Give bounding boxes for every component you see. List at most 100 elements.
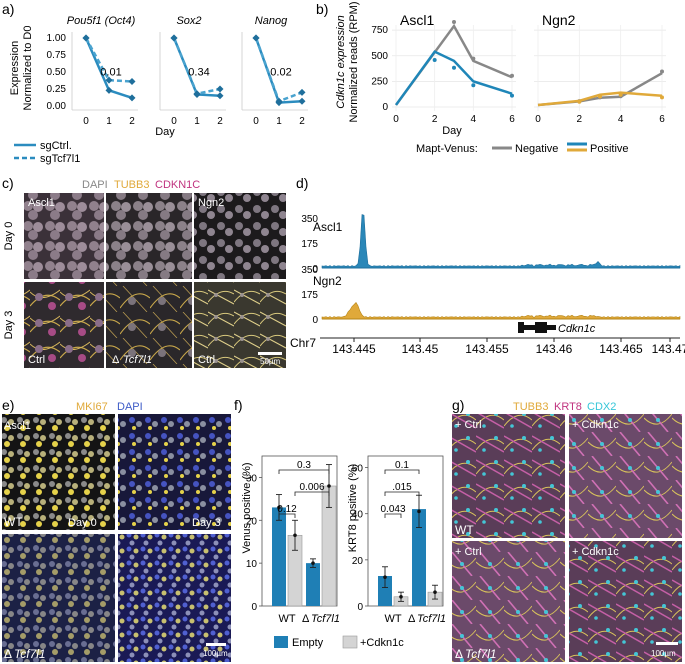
g-label-4: + Cdkn1c [572, 546, 619, 558]
b-panel-title: Ngn2 [542, 12, 576, 28]
b-xtick-label: 6 [659, 114, 665, 125]
c-row-day3: Day 3 [3, 311, 15, 340]
f-point [433, 590, 437, 594]
a-point [216, 85, 224, 93]
f-ytick-label: 30 [246, 473, 258, 484]
a-xlabel: Day [155, 126, 175, 138]
c-label-delta: Δ [112, 354, 120, 366]
f-pvalue: 0.3 [297, 460, 311, 471]
a-ylabel-1: Expression [9, 41, 21, 95]
d-gene-label: Cdkn1c [558, 323, 596, 335]
c-scalebar-label: 50µm [260, 357, 281, 366]
d-ytick-label: 175 [301, 239, 318, 250]
b-point [452, 65, 456, 70]
f-ytick-label: 40 [352, 510, 364, 521]
d-ytick-label: 175 [301, 290, 318, 301]
f-pvalue: 0.006 [299, 482, 324, 493]
c-img-tcf-d0 [106, 193, 192, 279]
b-point [660, 69, 664, 74]
g-label-3: + Ctrl [455, 546, 482, 558]
g-label-1: + Ctrl [455, 419, 482, 431]
b-point [660, 95, 664, 100]
a-xtick-label: 2 [129, 116, 135, 127]
d-chrom: Chr7 [290, 336, 316, 350]
b-line-negative [394, 23, 513, 106]
a-pvalue: 0.01 [100, 66, 121, 78]
c-label-ngn2: Ngn2 [198, 197, 224, 209]
a-gene-title: Pou5f1 (Oct4) [67, 15, 136, 27]
d-gene-exon-2 [535, 322, 547, 333]
b-legend-positive: Positive [590, 143, 629, 155]
d-xticks: 143.445 143.45 143.455 143.46 143.465 143.47 [332, 338, 685, 356]
c-img-tcf-d3 [106, 282, 192, 368]
f-pvalue: 0.12 [277, 504, 297, 515]
a-ytick-label: 0.50 [47, 67, 67, 78]
panel-a: Expression Normalized to D0 1.00 0.75 0.50… [9, 15, 308, 165]
c-row-day0: Day 0 [3, 222, 15, 251]
f-ytick-label: 20 [352, 556, 364, 567]
c-scalebar [258, 352, 282, 355]
a-point [105, 76, 113, 84]
d-ytick-label: 350 [301, 265, 318, 276]
f-bracket [278, 469, 330, 474]
b-point [510, 93, 514, 98]
f-bracket [384, 469, 420, 474]
d-ytick-label: 0 [312, 315, 318, 326]
a-gene-title: Nanog [255, 15, 288, 27]
d-track-ngn2: Ngn2 [313, 274, 342, 288]
f-point [383, 575, 387, 579]
g-img-wt-cdkn1c [569, 414, 682, 538]
panel-label-b: b) [316, 1, 328, 17]
g-label-delta: Δ [455, 647, 463, 661]
b-legend-title: Mapt-Venus: [416, 143, 478, 155]
e-label-tcf: Tcf7l1 [14, 647, 46, 661]
a-plots: Pou5f1 (Oct4) 0 1 2 0.01 Sox2 0 1 2 0.34 Nanog 0 1 2 0… [67, 15, 308, 127]
b-point [618, 92, 623, 97]
a-point [298, 88, 306, 96]
panel-label-c: c) [2, 175, 14, 191]
b-panel-title: Ascl1 [400, 12, 434, 28]
a-xtick-label: 1 [276, 116, 282, 127]
a-gene-title: Sox2 [176, 15, 201, 27]
f-pvalue: 0.1 [395, 460, 409, 471]
d-track-ascl1: Ascl1 [313, 220, 343, 234]
e-img-tcf-d0 [2, 534, 115, 662]
e-scalebar-label: 100µm [203, 649, 228, 658]
b-point [432, 57, 437, 62]
f-legend-cdkn1c-swatch [342, 635, 358, 649]
f-point [311, 561, 315, 565]
d-xtick-label: 143.455 [465, 342, 509, 356]
d-xtick-label: 143.45 [402, 342, 439, 356]
f-bar-empty [272, 507, 286, 606]
f-bracket [294, 491, 330, 496]
c-label-ascl1: Ascl1 [28, 197, 55, 209]
c-label-ctrl-2: Ctrl [198, 354, 215, 366]
c-img-ascl1-d0-tint [24, 193, 104, 279]
d-xtick-label: 143.47 [652, 342, 685, 356]
panel-label-g: g) [452, 397, 464, 413]
e-img-wt-d0 [2, 414, 115, 530]
a-point [128, 94, 136, 102]
f-bar-empty [306, 563, 320, 606]
a-xtick-label: 0 [171, 116, 177, 127]
a-yticks: 1.00 0.75 0.50 0.25 0.00 [47, 33, 67, 112]
c-img-ascl1-d3 [24, 282, 104, 368]
a-ylabel-2: Normalized to D0 [22, 26, 34, 111]
a-xtick-label: 2 [299, 116, 305, 127]
f-pvalue: .015 [392, 482, 412, 493]
b-ytick-label: 0 [382, 102, 388, 113]
g-label-wt: WT [455, 523, 474, 537]
d-ytick-label: 0 [312, 264, 318, 275]
d-xtick-label: 143.465 [599, 342, 643, 356]
b-xtick-label: 4 [471, 114, 477, 125]
d-coverage-ngn2 [321, 301, 681, 320]
panel-label-f: f) [234, 397, 243, 413]
f-bracket [384, 491, 420, 496]
a-ytick-label: 0.00 [47, 101, 67, 112]
e-label-day0: Day 0 [68, 517, 97, 529]
f-xlabel-wt: WT [278, 613, 295, 625]
c-img-ascl1-d0 [24, 193, 104, 279]
b-line-negative [537, 72, 663, 107]
